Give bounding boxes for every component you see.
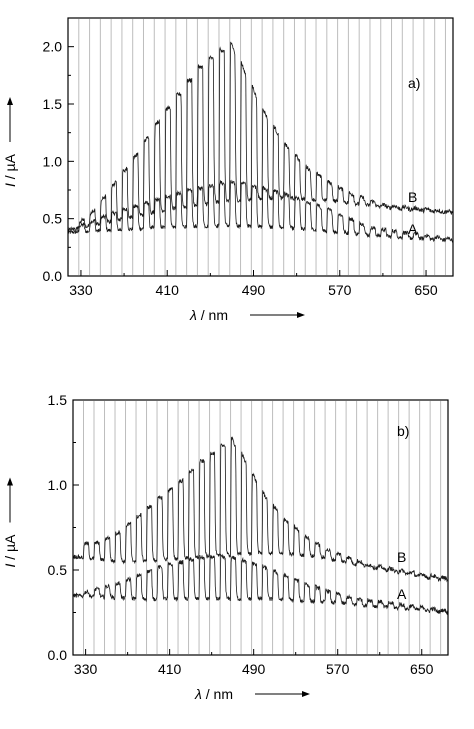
series-label-B: B: [408, 189, 417, 205]
y-tick-label: 2.0: [43, 39, 63, 55]
y-tick-label: 0.5: [43, 211, 63, 227]
series-A-line: [72, 553, 448, 616]
x-tick-label: 650: [414, 282, 438, 298]
x-axis-arrow-head: [302, 691, 310, 697]
x-tick-label: 490: [242, 661, 266, 677]
x-tick-label: 490: [242, 282, 266, 298]
y-tick-label: 0.5: [48, 562, 68, 578]
series-label-B: B: [397, 549, 406, 565]
x-axis-arrow-head: [297, 312, 305, 318]
x-axis-label: λ / nm: [189, 307, 228, 323]
y-tick-label: 0.0: [48, 647, 68, 663]
y-tick-label: 1.0: [48, 477, 68, 493]
series-label-A: A: [397, 586, 407, 602]
x-tick-label: 570: [326, 661, 350, 677]
x-tick-label: 330: [74, 661, 98, 677]
series-B-line: [67, 41, 454, 233]
x-tick-label: 570: [328, 282, 352, 298]
chart-panel-a: 330 410 490 570 650 0.0 0.5 1.0 1.5 2.0 λ / nm I / …: [2, 17, 454, 323]
y-axis-label: I / µA: [2, 534, 18, 568]
x-tick-label: 650: [410, 661, 434, 677]
plot-frame: [67, 17, 454, 277]
y-axis-label: I / µA: [2, 153, 18, 187]
chart-panel-b: 330 410 490 570 650 0.0 0.5 1.0 1.5 λ / nm I / µA b…: [2, 392, 449, 702]
y-tick-label: 1.5: [43, 96, 63, 112]
x-tick-label: 410: [158, 661, 182, 677]
series-A-line: [67, 179, 453, 243]
series-B-line: [72, 436, 448, 583]
series-label-A: A: [408, 221, 418, 237]
plot-frame: [72, 399, 449, 656]
y-tick-label: 0.0: [43, 268, 63, 284]
x-axis-label: λ / nm: [194, 686, 233, 702]
panel-label: a): [408, 75, 420, 91]
x-tick-label: 330: [69, 282, 93, 298]
x-tick-label: 410: [156, 282, 180, 298]
panel-label: b): [397, 423, 409, 439]
y-tick-label: 1.5: [48, 392, 68, 408]
y-axis-arrow-head: [7, 97, 13, 105]
y-tick-label: 1.0: [43, 153, 63, 169]
y-axis-arrow-head: [7, 477, 13, 486]
